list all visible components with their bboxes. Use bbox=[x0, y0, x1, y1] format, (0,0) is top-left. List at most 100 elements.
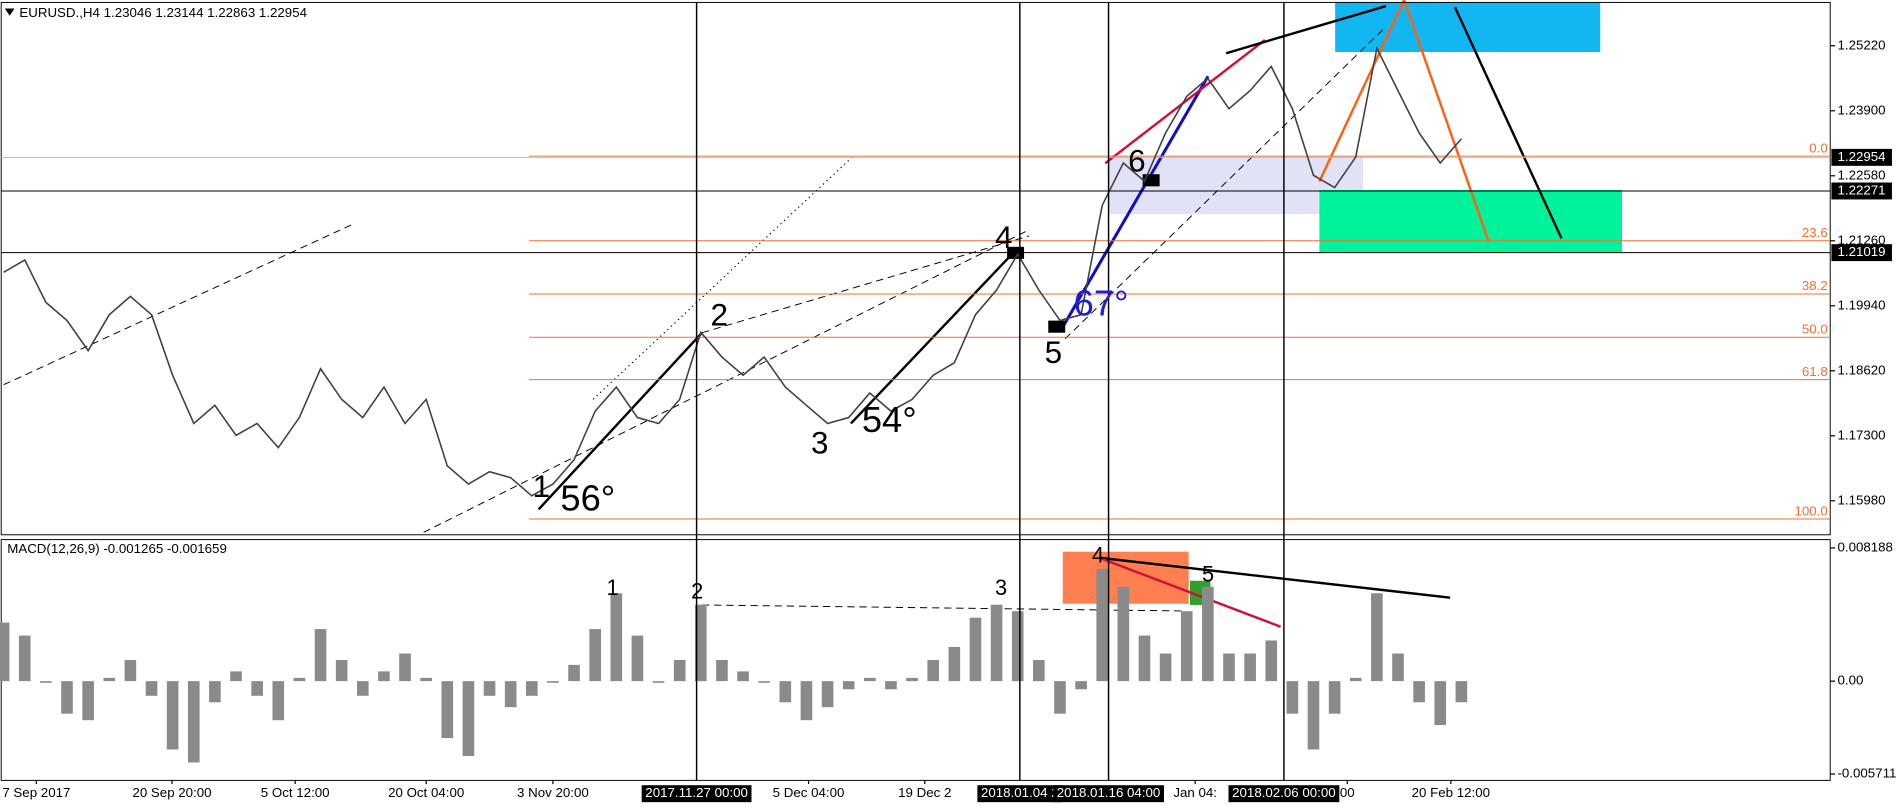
wave-label: 4 bbox=[995, 220, 1013, 255]
wave-label: 56° bbox=[560, 477, 615, 518]
x-tick-label: 5 Oct 12:00 bbox=[261, 785, 330, 800]
x-tick-label: 7 Sep 2017 bbox=[2, 785, 70, 800]
macd-bar bbox=[1054, 681, 1066, 714]
macd-bar bbox=[1265, 640, 1278, 682]
zone-blue bbox=[1335, 2, 1601, 53]
macd-bar bbox=[335, 659, 348, 682]
time-marker-box bbox=[1228, 785, 1340, 803]
y-tick-label: -0.005711 bbox=[1837, 766, 1896, 781]
time-marker-label: 2018.01.16 04:00 bbox=[1057, 785, 1161, 800]
zone-green bbox=[1319, 189, 1623, 253]
macd-bar bbox=[314, 629, 327, 682]
macd-bar bbox=[1413, 681, 1425, 703]
fib-level-label: 0.0 bbox=[1809, 140, 1828, 155]
x-tick-label: 3 Nov 20:00 bbox=[517, 785, 589, 800]
macd-bar bbox=[589, 629, 601, 682]
macd-bar bbox=[1180, 611, 1193, 682]
macd-bar bbox=[695, 604, 707, 682]
macd-bar bbox=[1096, 568, 1109, 682]
macd-bar bbox=[251, 681, 263, 696]
macd-bar bbox=[758, 681, 771, 683]
y-tick-label: 1.21260 bbox=[1837, 232, 1885, 247]
x-tick-label: 20 Feb 12:00 bbox=[1412, 785, 1490, 800]
macd-bar bbox=[1286, 681, 1299, 714]
macd-bar bbox=[1392, 653, 1404, 682]
macd-header: MACD(12,26,9) -0.001265 -0.001659 bbox=[7, 541, 227, 556]
macd-bar bbox=[1223, 653, 1235, 682]
y-tick-label: 0.008188 bbox=[1837, 539, 1892, 554]
price-label-box bbox=[1831, 148, 1892, 166]
time-marker-box bbox=[1053, 785, 1164, 803]
macd-bar bbox=[145, 681, 158, 696]
macd-bar bbox=[568, 664, 580, 682]
wave-label: 67° bbox=[1074, 283, 1129, 324]
macd-bar bbox=[1138, 635, 1151, 682]
macd-bar bbox=[187, 681, 200, 763]
macd-bar bbox=[420, 677, 432, 682]
macd-bar bbox=[948, 646, 961, 682]
macd-bar bbox=[906, 677, 918, 682]
macd-bar bbox=[1244, 653, 1256, 682]
macd-bar bbox=[1159, 653, 1172, 682]
macd-bar bbox=[399, 653, 411, 682]
y-tick-label: 1.19940 bbox=[1837, 297, 1885, 312]
price-label: 1.22271 bbox=[1837, 183, 1885, 198]
trend-lines bbox=[537, 0, 1563, 628]
macd-bar bbox=[821, 681, 834, 708]
macd-bar bbox=[103, 677, 116, 682]
y-tick-label: 1.22580 bbox=[1837, 167, 1885, 182]
macd-bar bbox=[441, 681, 454, 739]
macd-bar bbox=[356, 681, 369, 696]
macd-bar bbox=[927, 659, 940, 682]
wave-label: 1 bbox=[533, 469, 551, 504]
time-marker-label: 2018.02.06 00:00 bbox=[1232, 785, 1336, 800]
y-tick-label: 1.25220 bbox=[1837, 37, 1885, 52]
macd-wave-label: 4 bbox=[1092, 542, 1104, 567]
macd-bar bbox=[779, 681, 792, 703]
y-tick-label: 1.23900 bbox=[1837, 102, 1885, 117]
fib-level-label: 23.6 bbox=[1802, 225, 1828, 240]
macd-bar bbox=[716, 659, 728, 682]
macd-bar bbox=[209, 681, 221, 703]
x-tick-label: Jan 04: bbox=[1173, 785, 1217, 800]
y-tick-label: 0.00 bbox=[1837, 673, 1863, 688]
wave-label: 5 bbox=[1045, 335, 1063, 370]
macd-bar bbox=[673, 659, 686, 682]
macd-bar bbox=[82, 681, 94, 721]
macd-bar bbox=[0, 622, 10, 682]
macd-bar bbox=[1434, 681, 1447, 726]
price-header: EURUSD.,H4 1.23046 1.23144 1.22863 1.229… bbox=[19, 5, 307, 20]
macd-bar bbox=[969, 617, 982, 682]
y-tick-label: 1.18620 bbox=[1837, 362, 1885, 377]
macd-wave-label: 2 bbox=[691, 579, 703, 604]
macd-bar bbox=[378, 671, 390, 682]
wave-label: 2 bbox=[711, 297, 729, 332]
macd-bar bbox=[504, 681, 517, 708]
fib-level-label: 100.0 bbox=[1795, 503, 1828, 518]
macd-bar bbox=[1349, 677, 1362, 682]
y-tick-label: 1.17300 bbox=[1837, 427, 1885, 442]
x-tick-label: 19 Dec 2 bbox=[898, 785, 951, 800]
menu-triangle[interactable] bbox=[4, 8, 15, 16]
macd-bar bbox=[40, 681, 52, 683]
macd-bar bbox=[1011, 611, 1024, 682]
x-tick-label: 20 Oct 04:00 bbox=[388, 785, 464, 800]
macd-bar bbox=[230, 671, 242, 682]
fib-level-label: 61.8 bbox=[1802, 364, 1828, 379]
x-tick-label: 20 Sep 20:00 bbox=[132, 785, 211, 800]
channel-lines bbox=[3, 26, 1387, 533]
price-line-series bbox=[3, 45, 1462, 497]
macd-bar bbox=[990, 604, 1003, 682]
macd-wave-label: 3 bbox=[995, 575, 1007, 600]
macd-bar bbox=[652, 681, 665, 683]
macd-bar bbox=[610, 593, 623, 682]
macd-bar bbox=[737, 671, 749, 682]
fib-level-label: 38.2 bbox=[1802, 278, 1828, 293]
wave-label: 6 bbox=[1128, 144, 1146, 179]
macd-bar bbox=[124, 659, 137, 682]
macd-bar bbox=[1328, 681, 1341, 714]
time-marker-label: 2018.01.04 2 bbox=[981, 785, 1059, 800]
macd-bar bbox=[1075, 681, 1087, 690]
macd-bar bbox=[1033, 659, 1045, 682]
